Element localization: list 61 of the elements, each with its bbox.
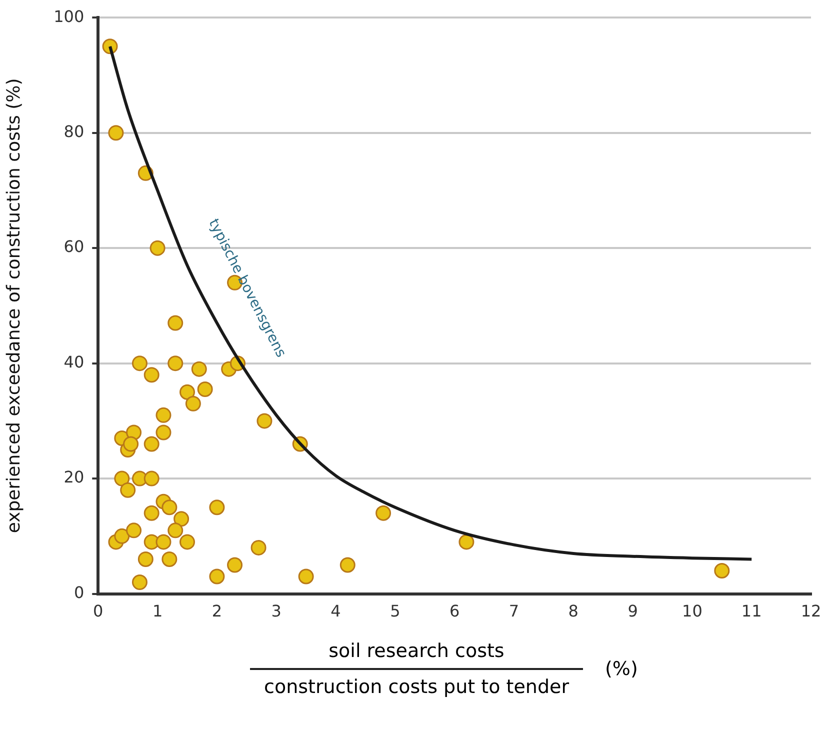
point [162, 500, 178, 516]
point [179, 534, 195, 550]
point [191, 361, 207, 377]
x-tick-label: 11 [741, 602, 762, 621]
point [138, 551, 154, 567]
point [458, 534, 474, 550]
y-tick-label: 40 [64, 352, 84, 372]
point [150, 240, 166, 256]
x-tick-label: 10 [682, 602, 702, 621]
point [156, 424, 172, 440]
point [168, 315, 184, 331]
point [144, 367, 160, 383]
y-tick-label: 20 [64, 468, 84, 487]
point [156, 534, 172, 550]
x-tick-label: 2 [212, 602, 222, 621]
point [185, 396, 201, 412]
x-tick-label: 6 [449, 602, 460, 621]
point [376, 505, 392, 521]
x-tick-label: 12 [800, 602, 822, 621]
point [256, 413, 272, 429]
point [168, 522, 184, 538]
point [174, 511, 190, 527]
x-tick-label: 9 [628, 602, 638, 621]
point [168, 356, 184, 372]
point [132, 356, 148, 372]
y-tick-label: 100 [54, 6, 84, 26]
y-tick-label: 80 [64, 122, 84, 141]
point [209, 500, 225, 516]
x-tick-label: 8 [568, 602, 578, 621]
point [114, 528, 130, 544]
text: construction costs put to tender [250, 668, 584, 698]
point [126, 522, 142, 538]
point [162, 551, 178, 567]
point [340, 557, 356, 573]
point [144, 470, 160, 486]
y-axis-title: experienced exceedance of construction costs (%) [3, 78, 24, 534]
point [250, 540, 266, 556]
x-tick-label: 1 [152, 602, 163, 621]
point [197, 382, 213, 397]
point [209, 568, 225, 584]
point [179, 384, 195, 400]
y-tick-label: 0 [74, 582, 84, 602]
point [298, 568, 314, 584]
point [144, 505, 160, 521]
point [714, 563, 730, 578]
x-tick-label: 5 [390, 602, 400, 621]
point [156, 407, 172, 423]
point [144, 436, 160, 452]
point [132, 574, 148, 590]
x-tick-label: 3 [271, 602, 282, 621]
point [120, 482, 136, 498]
x-axis-title: soil research costs [328, 640, 506, 664]
y-tick-label: 60 [64, 237, 84, 256]
point [108, 125, 124, 141]
point [227, 557, 243, 573]
text: (%) [605, 658, 638, 680]
point [123, 436, 139, 452]
x-tick-label: 4 [330, 602, 341, 621]
point [114, 470, 130, 486]
x-tick-label: 7 [508, 602, 520, 621]
x-tick-label: 0 [93, 602, 104, 621]
